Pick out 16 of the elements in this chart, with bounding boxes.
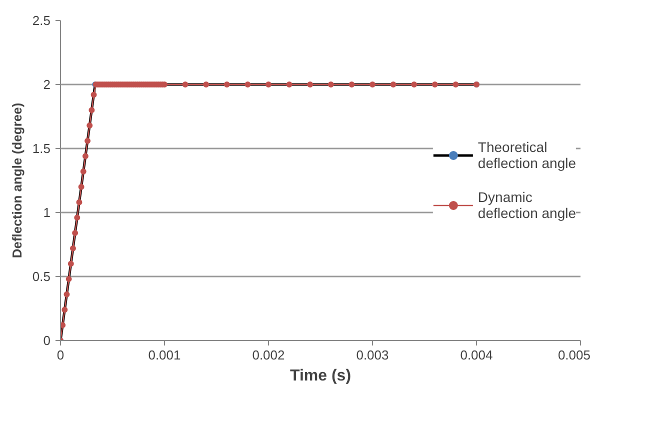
x-tick-label: 0.001 xyxy=(148,348,181,362)
legend-label: Dynamic deflection angle xyxy=(478,189,576,221)
y-tick-label: 2.5 xyxy=(32,13,51,28)
x-tick-label: 0.004 xyxy=(460,348,493,362)
legend-label: Theoretical deflection angle xyxy=(478,139,576,171)
y-tick-label: 2 xyxy=(43,77,51,92)
x-tick-label: 0.002 xyxy=(252,348,285,362)
y-tick-label: 0.5 xyxy=(32,269,51,284)
y-tick-label: 1 xyxy=(43,205,51,220)
x-tick-label: 0.003 xyxy=(356,348,389,362)
x-tick-label: 0.005 xyxy=(558,348,591,362)
y-tick-label: 0 xyxy=(43,333,51,348)
x-tick-label: 0 xyxy=(56,348,64,362)
y-axis-title: Deflection angle (degree) xyxy=(9,102,24,258)
x-axis-title: Time (s) xyxy=(290,368,352,384)
y-tick-label: 1.5 xyxy=(32,141,51,156)
